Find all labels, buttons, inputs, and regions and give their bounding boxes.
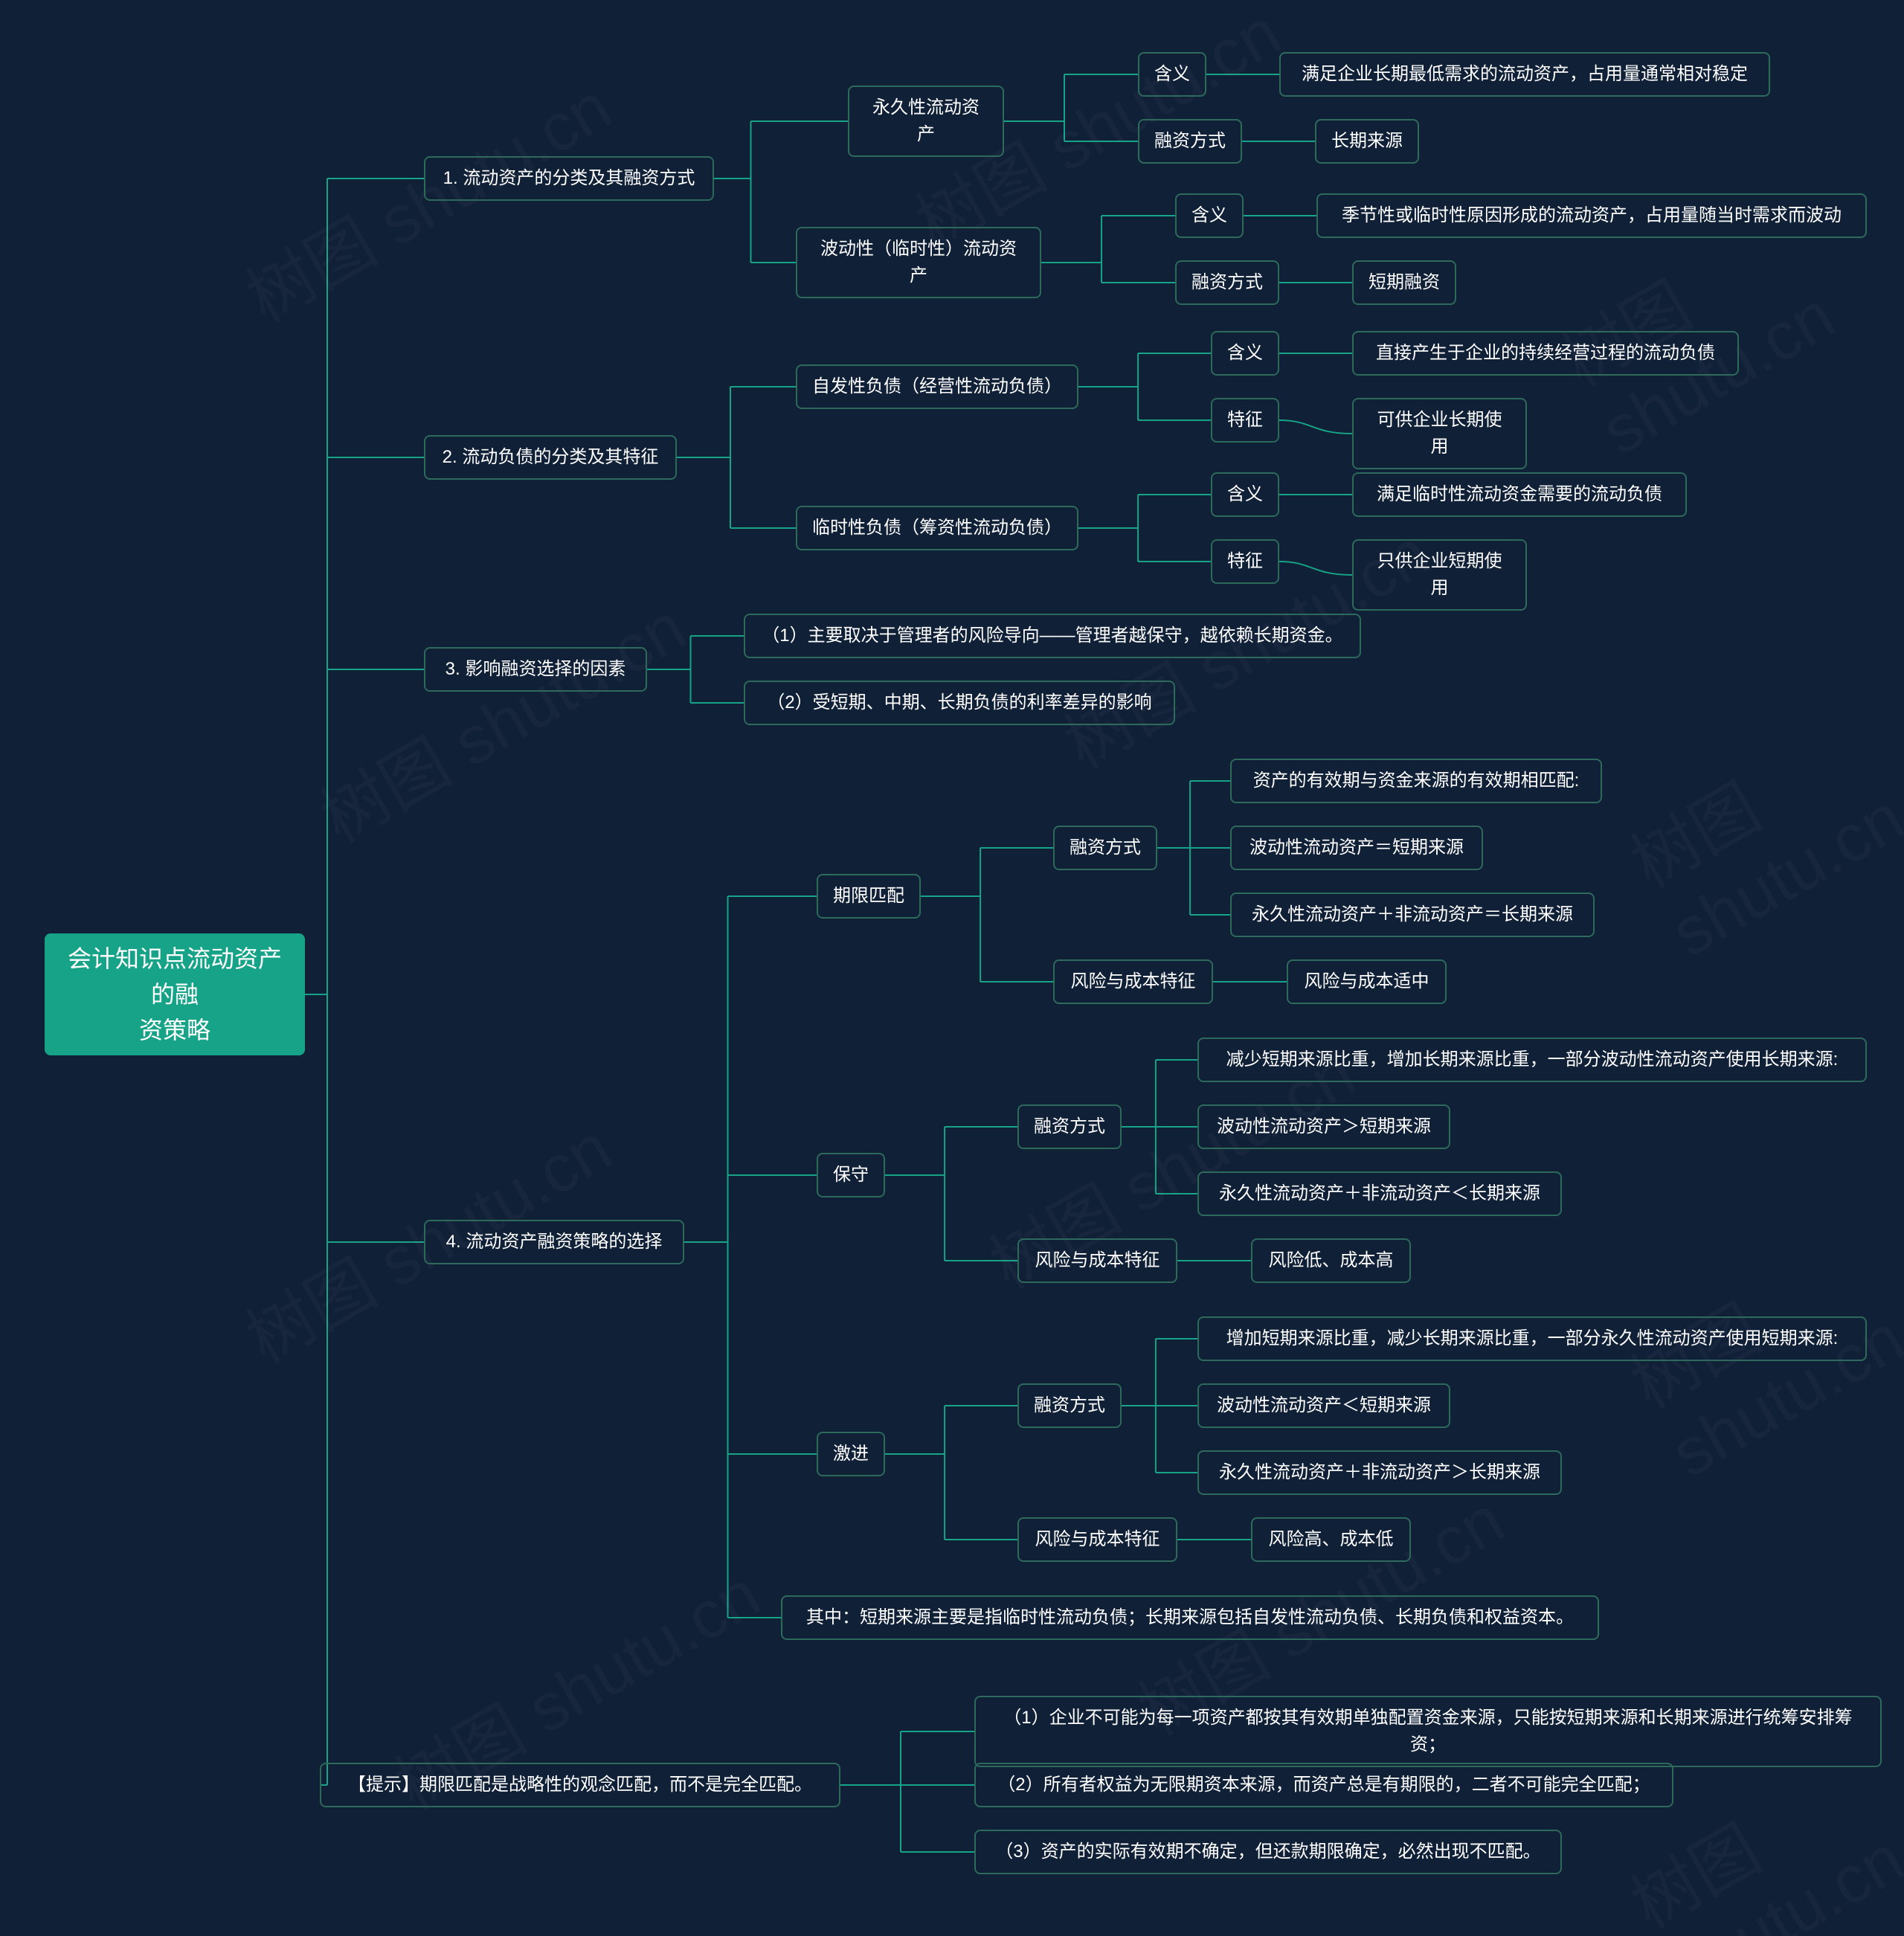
mindmap-node[interactable]: 保守 <box>817 1153 885 1197</box>
mindmap-node[interactable]: 期限匹配 <box>817 874 921 919</box>
mindmap-node[interactable]: 1. 流动资产的分类及其融资方式 <box>424 156 714 201</box>
mindmap-node[interactable]: 自发性负债（经营性流动负债） <box>796 364 1078 409</box>
mindmap-node[interactable]: 直接产生于企业的持续经营过程的流动负债 <box>1352 331 1739 376</box>
mindmap-node[interactable]: 4. 流动资产融资策略的选择 <box>424 1220 684 1264</box>
mindmap-node[interactable]: 波动性（临时性）流动资产 <box>796 227 1041 298</box>
mindmap-node[interactable]: 资产的有效期与资金来源的有效期相匹配: <box>1230 759 1602 803</box>
mindmap-node[interactable]: 永久性流动资产＋非流动资产＝长期来源 <box>1230 893 1595 937</box>
mindmap-node[interactable]: 含义 <box>1211 472 1279 517</box>
mindmap-node[interactable]: 风险与成本特征 <box>1053 959 1213 1004</box>
mindmap-node[interactable]: 满足企业长期最低需求的流动资产，占用量通常相对稳定 <box>1279 52 1770 97</box>
mindmap-node[interactable]: 风险低、成本高 <box>1251 1238 1411 1283</box>
mindmap-node[interactable]: 增加短期来源比重，减少长期来源比重，一部分永久性流动资产使用短期来源: <box>1197 1316 1867 1361</box>
mindmap-node[interactable]: （2）所有者权益为无限期资本来源，而资产总是有期限的，二者不可能完全匹配； <box>974 1763 1673 1807</box>
mindmap-node[interactable]: 激进 <box>817 1432 885 1476</box>
mindmap-node[interactable]: 风险与成本特征 <box>1017 1238 1177 1283</box>
mindmap-node[interactable]: 波动性流动资产＜短期来源 <box>1197 1383 1450 1428</box>
mindmap-node[interactable]: 特征 <box>1211 539 1279 584</box>
mindmap-canvas: 树图 shutu.cn树图 shutu.cn树图 shutu.cn树图 shut… <box>0 0 1904 1936</box>
mindmap-node[interactable]: 融资方式 <box>1017 1383 1122 1428</box>
mindmap-node[interactable]: 特征 <box>1211 398 1279 443</box>
mindmap-node[interactable]: 临时性负债（筹资性流动负债） <box>796 506 1078 550</box>
mindmap-node[interactable]: 永久性流动资产＋非流动资产＜长期来源 <box>1197 1171 1562 1216</box>
mindmap-node[interactable]: （1）主要取决于管理者的风险导向——管理者越保守，越依赖长期资金。 <box>744 614 1361 658</box>
mindmap-node[interactable]: 永久性流动资产＋非流动资产＞长期来源 <box>1197 1450 1562 1495</box>
mindmap-node[interactable]: 风险与成本特征 <box>1017 1517 1177 1562</box>
mindmap-node[interactable]: 波动性流动资产＝短期来源 <box>1230 826 1483 870</box>
mindmap-node[interactable]: 含义 <box>1175 193 1244 238</box>
mindmap-node[interactable]: 其中：短期来源主要是指临时性流动负债；长期来源包括自发性流动负债、长期负债和权益… <box>781 1595 1599 1640</box>
watermark: 树图 shutu.cn <box>1611 689 1904 973</box>
mindmap-node[interactable]: 2. 流动负债的分类及其特征 <box>424 435 677 480</box>
mindmap-node[interactable]: 满足临时性流动资金需要的流动负债 <box>1352 472 1687 517</box>
mindmap-node[interactable]: 融资方式 <box>1138 119 1242 164</box>
mindmap-node[interactable]: 融资方式 <box>1053 826 1157 870</box>
mindmap-node[interactable]: 风险高、成本低 <box>1251 1517 1411 1562</box>
watermark: 树图 shutu.cn <box>300 574 700 861</box>
mindmap-node[interactable]: 含义 <box>1211 331 1279 376</box>
mindmap-node[interactable]: 可供企业长期使用 <box>1352 398 1527 469</box>
mindmap-node[interactable]: 季节性或临时性原因形成的流动资产，占用量随当时需求而波动 <box>1316 193 1867 238</box>
mindmap-node[interactable]: 波动性流动资产＞短期来源 <box>1197 1104 1450 1149</box>
mindmap-node[interactable]: 只供企业短期使用 <box>1352 539 1527 611</box>
mindmap-node[interactable]: （2）受短期、中期、长期负债的利率差异的影响 <box>744 681 1175 725</box>
mindmap-node[interactable]: 3. 影响融资选择的因素 <box>424 647 647 692</box>
mindmap-node[interactable]: 减少短期来源比重，增加长期来源比重，一部分波动性流动资产使用长期来源: <box>1197 1038 1867 1082</box>
mindmap-node[interactable]: 长期来源 <box>1315 119 1419 164</box>
mindmap-node[interactable]: 风险与成本适中 <box>1287 959 1447 1004</box>
mindmap-node[interactable]: 永久性流动资产 <box>848 86 1004 157</box>
mindmap-node[interactable]: （1）企业不可能为每一项资产都按其有效期单独配置资金来源，只能按短期来源和长期来… <box>974 1696 1882 1767</box>
mindmap-node[interactable]: 短期融资 <box>1352 260 1456 305</box>
mindmap-node[interactable]: （3）资产的实际有效期不确定，但还款期限确定，必然出现不匹配。 <box>974 1830 1562 1874</box>
mindmap-node[interactable]: 融资方式 <box>1175 260 1279 305</box>
mindmap-root[interactable]: 会计知识点流动资产的融 资策略 <box>45 933 305 1055</box>
mindmap-node[interactable]: 融资方式 <box>1017 1104 1122 1149</box>
mindmap-node[interactable]: 【提示】期限匹配是战略性的观念匹配，而不是完全匹配。 <box>320 1763 840 1807</box>
mindmap-node[interactable]: 含义 <box>1138 52 1206 97</box>
